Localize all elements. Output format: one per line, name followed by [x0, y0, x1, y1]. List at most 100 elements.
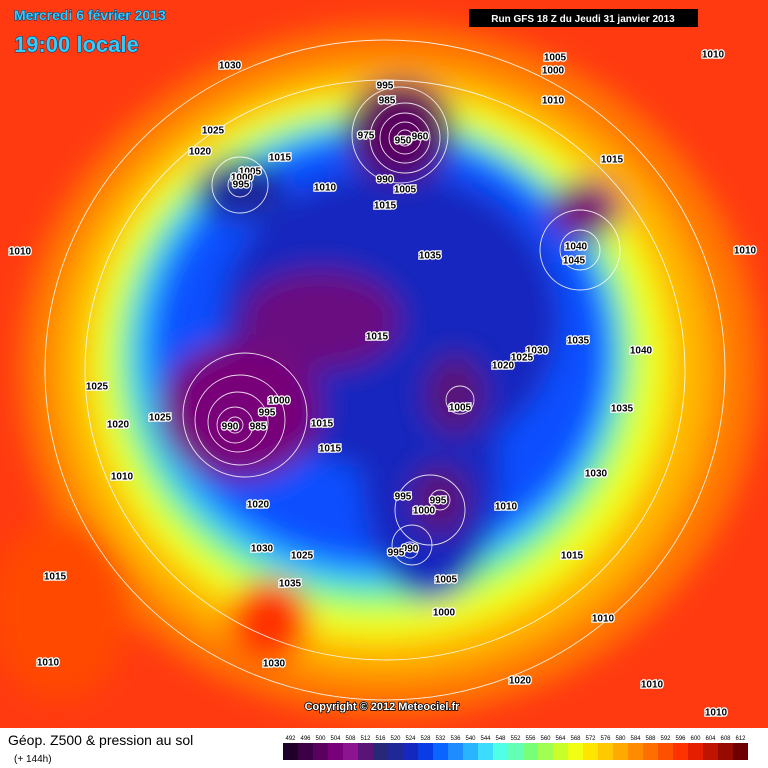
isobar-label: 1010	[495, 502, 518, 513]
date: Mercredi 6 février 2013	[14, 7, 166, 23]
isobar-label: 1015	[269, 153, 292, 164]
isobar-label: 1010	[734, 246, 757, 257]
legend-cell	[463, 743, 478, 760]
isobar-label: 1005	[449, 403, 472, 414]
copyright: Copyright © 2012 Meteociel.fr	[305, 701, 461, 713]
legend-label: 580	[615, 736, 626, 742]
legend-label: 596	[675, 736, 686, 742]
isobar-label: 995	[377, 81, 394, 92]
isobar-label: 990	[377, 175, 394, 186]
isobar-label: 1015	[366, 332, 389, 343]
isobar-label: 1010	[37, 658, 60, 669]
legend-label: 552	[510, 736, 521, 742]
isobar-label: 1025	[511, 353, 534, 364]
legend-cell	[583, 743, 598, 760]
time: 19:00 locale	[14, 32, 139, 57]
legend-cell	[358, 743, 373, 760]
isobar-label: 1015	[44, 572, 67, 583]
legend-cell	[403, 743, 418, 760]
legend-cell	[313, 743, 328, 760]
legend-cell	[493, 743, 508, 760]
legend-cell	[688, 743, 703, 760]
isobar-label: 1035	[567, 336, 590, 347]
run-info: Run GFS 18 Z du Jeudi 31 janvier 2013	[491, 14, 675, 25]
isobar-label: 1015	[601, 155, 624, 166]
isobar-label: 1030	[585, 469, 608, 480]
isobar-label: 1030	[219, 61, 242, 72]
isobar-label: 1025	[149, 413, 172, 424]
legend-cell	[703, 743, 718, 760]
isobar-label: 1015	[319, 444, 342, 455]
footer-title: Géop. Z500 & pression au sol	[8, 732, 193, 748]
isobar-label: 1010	[314, 183, 337, 194]
legend-cell	[373, 743, 388, 760]
isobar-label: 1010	[641, 680, 664, 691]
isobar-label: 1010	[111, 472, 134, 483]
legend-label: 496	[300, 736, 311, 742]
legend-cell	[388, 743, 403, 760]
isobar-label: 1000	[433, 608, 456, 619]
legend-label: 584	[630, 736, 641, 742]
legend-label: 576	[600, 736, 611, 742]
legend-label: 504	[330, 736, 341, 742]
isobar-label: 1025	[202, 126, 225, 137]
legend-label: 564	[555, 736, 566, 742]
legend-label: 520	[390, 736, 401, 742]
isobar-label: 1030	[526, 346, 549, 357]
isobar-label: 1010	[592, 614, 615, 625]
legend-label: 516	[375, 736, 386, 742]
isobar-label: 995	[430, 496, 447, 507]
legend-label: 608	[720, 736, 731, 742]
isobar-label: 1025	[86, 382, 109, 393]
legend-label: 536	[450, 736, 461, 742]
legend-label: 560	[540, 736, 551, 742]
header: Mercredi 6 février 2013 19:00 locale Run…	[14, 7, 698, 58]
isobar-label: 1020	[509, 676, 532, 687]
legend-label: 544	[480, 736, 491, 742]
isobar-label: 1000	[268, 396, 291, 407]
legend-label: 588	[645, 736, 656, 742]
isobar-label: 1000	[413, 506, 436, 517]
isobar-label: 1035	[279, 579, 302, 590]
legend-cell	[418, 743, 433, 760]
legend-cell	[733, 743, 748, 760]
legend-label: 540	[465, 736, 476, 742]
isobar-label: 1000	[542, 66, 565, 77]
run-box	[469, 9, 698, 27]
legend-cell	[478, 743, 493, 760]
isobar-label: 1010	[9, 247, 32, 258]
isobar-label: 1020	[189, 147, 212, 158]
color-legend: 492 496 500 504 508 512 516 520 524 528 532 536 540 5…	[283, 736, 748, 760]
legend-cell	[433, 743, 448, 760]
legend-label: 500	[315, 736, 326, 742]
isobar-label: 990	[222, 422, 239, 433]
legend-label: 512	[360, 736, 371, 742]
isobar-label: 1005	[239, 167, 262, 178]
legend-label: 556	[525, 736, 536, 742]
isobar-label: 1030	[251, 544, 274, 555]
isobar-label: 995	[233, 180, 250, 191]
legend-cell	[283, 743, 298, 760]
legend-label: 600	[690, 736, 701, 742]
isobar-label: 990	[402, 544, 419, 555]
legend-cell	[718, 743, 733, 760]
legend-cell	[658, 743, 673, 760]
isobar-label: 995	[259, 408, 276, 419]
isobar-label: 950	[395, 136, 412, 147]
legend-label: 612	[735, 736, 746, 742]
isobar-label: 1015	[374, 201, 397, 212]
legend-cell	[553, 743, 568, 760]
isobar-label: 1005	[435, 575, 458, 586]
legend-label: 568	[570, 736, 581, 742]
height-field	[0, 0, 768, 728]
legend-label: 528	[420, 736, 431, 742]
legend-label: 592	[660, 736, 671, 742]
legend-cell	[508, 743, 523, 760]
legend-label: 492	[285, 736, 296, 742]
legend-cell	[448, 743, 463, 760]
legend-cell	[613, 743, 628, 760]
isobar-label: 985	[379, 96, 396, 107]
